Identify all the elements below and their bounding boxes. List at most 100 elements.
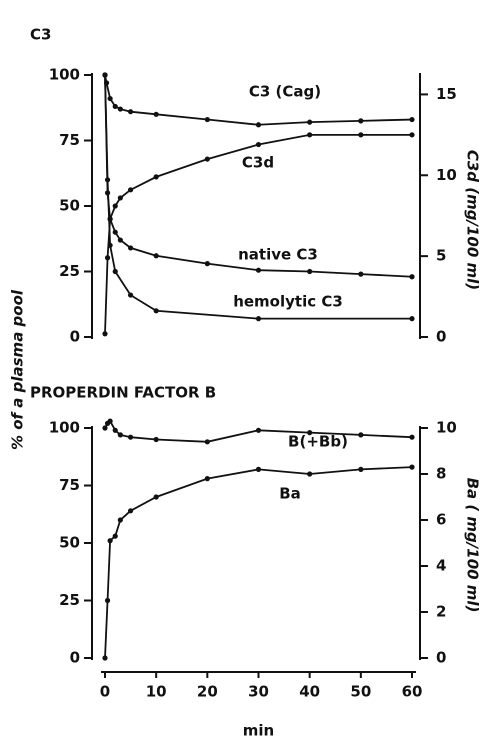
data-point xyxy=(112,229,118,235)
data-point xyxy=(107,538,113,544)
data-point xyxy=(107,95,113,102)
data-point xyxy=(117,106,123,112)
data-point xyxy=(117,237,123,243)
data-point xyxy=(102,331,108,337)
x-tick-label: 50 xyxy=(350,683,371,701)
data-point xyxy=(127,508,134,514)
panel-title: PROPERDIN FACTOR B xyxy=(30,384,216,402)
data-point xyxy=(307,268,313,275)
data-point xyxy=(153,111,159,117)
y-tick-label: 50 xyxy=(59,197,80,215)
data-point xyxy=(307,119,313,125)
data-point xyxy=(153,436,159,443)
y2-tick-label: 10 xyxy=(436,419,457,437)
y2-tick-label: 15 xyxy=(436,85,457,103)
data-point xyxy=(117,517,123,523)
data-point xyxy=(409,464,415,470)
y2-axis-label: C3d (mg/100 ml) xyxy=(464,150,482,290)
y2-tick-label: 4 xyxy=(436,557,446,575)
data-point xyxy=(153,308,159,314)
series-label: C3d xyxy=(242,154,274,172)
x-tick-label: 60 xyxy=(402,683,423,701)
data-point xyxy=(153,253,159,259)
x-tick-label: 30 xyxy=(248,683,269,701)
y2-tick-label: 2 xyxy=(436,603,446,621)
data-point xyxy=(102,425,108,431)
data-point xyxy=(204,156,210,162)
data-point xyxy=(112,103,118,110)
y-axis-label: % of a plasma pool xyxy=(9,289,27,450)
data-point xyxy=(255,466,262,472)
data-point xyxy=(117,195,123,201)
data-point xyxy=(255,122,262,128)
series-line xyxy=(104,74,412,320)
data-point xyxy=(112,268,118,275)
data-point xyxy=(102,655,108,661)
data-point xyxy=(358,432,364,438)
data-point xyxy=(127,245,134,251)
data-point xyxy=(153,494,159,500)
data-point xyxy=(204,439,210,445)
data-point xyxy=(307,430,313,436)
y-tick-label: 25 xyxy=(59,591,80,609)
data-point xyxy=(204,261,210,267)
data-point xyxy=(255,427,262,433)
series-line xyxy=(104,74,413,126)
data-point xyxy=(107,418,113,424)
y2-tick-label: 6 xyxy=(436,511,446,529)
series-label: C3 (Cag) xyxy=(249,83,321,101)
data-point xyxy=(127,292,134,298)
data-point xyxy=(358,466,364,472)
y2-tick-label: 5 xyxy=(436,247,446,265)
y2-axis-label: Ba ( mg/100 ml) xyxy=(464,478,482,613)
y-tick-label: 0 xyxy=(70,649,80,667)
data-point xyxy=(153,174,159,180)
data-point xyxy=(409,116,415,123)
data-point xyxy=(102,72,108,78)
data-point xyxy=(409,434,415,440)
x-axis-label: min xyxy=(243,722,274,740)
series-label: native C3 xyxy=(238,246,318,264)
data-point xyxy=(104,255,111,261)
data-point xyxy=(104,597,111,604)
data-point xyxy=(307,471,313,477)
y2-tick-label: 0 xyxy=(436,649,446,667)
data-point xyxy=(409,316,415,322)
data-point xyxy=(255,141,262,148)
data-point xyxy=(127,434,134,440)
data-point xyxy=(117,432,123,438)
y-tick-label: 100 xyxy=(49,419,80,437)
series-label: hemolytic C3 xyxy=(233,293,343,311)
data-point xyxy=(255,316,262,322)
x-tick-label: 20 xyxy=(197,683,218,701)
data-point xyxy=(112,533,118,539)
x-tick-label: 40 xyxy=(299,683,320,701)
panel-title: C3 xyxy=(30,26,51,44)
y-tick-label: 75 xyxy=(59,131,80,149)
data-point xyxy=(255,267,262,273)
data-point xyxy=(358,118,364,124)
y-tick-label: 100 xyxy=(49,66,80,84)
y-tick-label: 25 xyxy=(59,262,80,280)
y2-tick-label: 10 xyxy=(436,166,457,184)
y-tick-label: 0 xyxy=(70,328,80,346)
x-tick-label: 0 xyxy=(100,683,110,701)
series-label: Ba xyxy=(279,485,301,503)
data-point xyxy=(112,427,118,433)
data-point xyxy=(204,116,210,123)
data-point xyxy=(107,242,113,248)
data-point xyxy=(409,274,415,280)
y-tick-label: 75 xyxy=(59,476,80,494)
data-point xyxy=(104,177,111,183)
data-point xyxy=(204,476,210,482)
series-line xyxy=(104,466,413,659)
y-tick-label: 50 xyxy=(59,534,80,552)
data-point xyxy=(127,109,134,115)
series-label: B(+Bb) xyxy=(288,433,348,451)
data-point xyxy=(358,271,364,277)
x-tick-label: 10 xyxy=(146,683,167,701)
data-point xyxy=(409,132,415,138)
data-point xyxy=(358,132,364,138)
data-point xyxy=(127,187,134,193)
